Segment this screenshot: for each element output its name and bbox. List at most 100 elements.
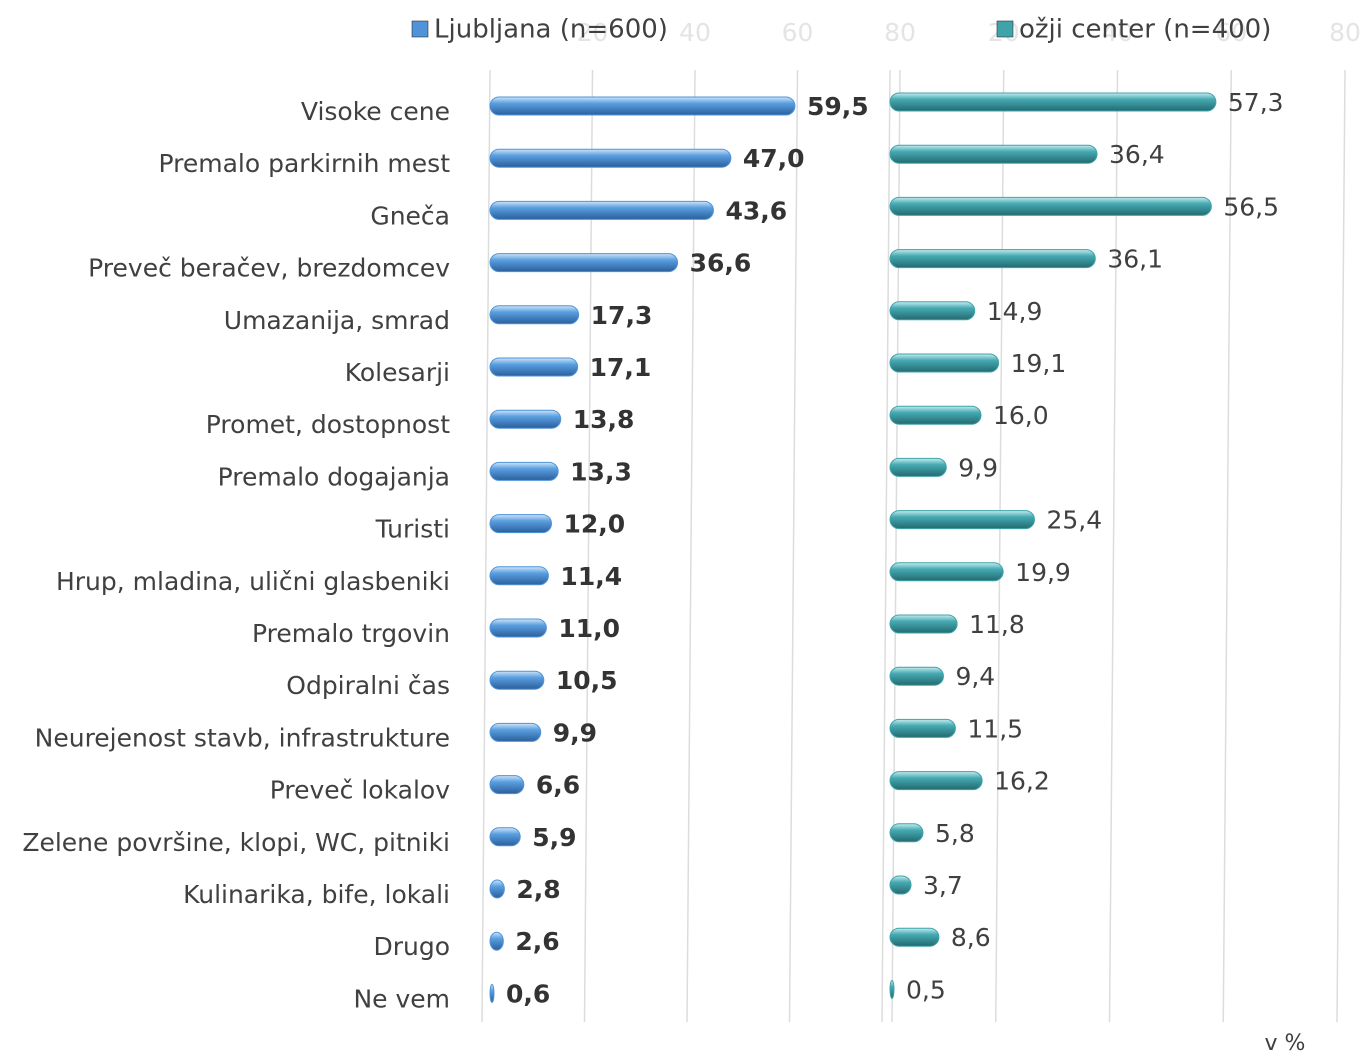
bar — [489, 566, 549, 586]
x-tick-label: 80 — [884, 18, 916, 47]
unit-note: v % — [1265, 1031, 1306, 1052]
legend-swatch — [411, 20, 429, 38]
bar — [489, 96, 796, 116]
category-label: Preveč lokalov — [270, 776, 450, 805]
category-label: Gneča — [370, 201, 450, 230]
category-label: Kulinarika, bife, lokali — [183, 880, 450, 909]
bar — [889, 771, 983, 791]
bar — [889, 562, 1004, 582]
bar — [889, 614, 958, 634]
value-label: 19,1 — [1011, 349, 1067, 378]
value-label: 16,2 — [994, 767, 1050, 796]
value-label: 9,4 — [955, 662, 995, 691]
value-label: 0,5 — [906, 975, 946, 1004]
category-label: Hrup, mladina, ulični glasbeniki — [56, 567, 450, 596]
grid-line — [583, 69, 594, 1023]
value-label: 36,4 — [1109, 140, 1165, 169]
category-label: Ne vem — [353, 984, 450, 1013]
value-label: 19,9 — [1015, 558, 1071, 587]
axis-line — [481, 69, 491, 1023]
category-label: Kolesarji — [345, 358, 450, 387]
value-label: 11,8 — [969, 610, 1025, 639]
value-label: 47,0 — [743, 144, 805, 173]
value-label: 2,6 — [515, 927, 559, 956]
x-tick-label: 20 — [577, 18, 609, 47]
value-label: 12,0 — [564, 510, 626, 539]
value-label: 8,6 — [951, 923, 991, 952]
bar — [889, 875, 912, 895]
bar — [889, 196, 1212, 216]
grid-line — [1336, 69, 1346, 1023]
bar — [489, 409, 562, 429]
bar — [489, 461, 559, 481]
value-label: 16,0 — [993, 401, 1049, 430]
bar — [889, 823, 924, 843]
value-label: 13,8 — [573, 405, 635, 434]
value-label: 25,4 — [1046, 506, 1102, 535]
value-label: 17,3 — [591, 301, 653, 330]
category-label: Turisti — [375, 515, 450, 544]
value-label: 6,6 — [536, 771, 580, 800]
value-label: 13,3 — [570, 457, 632, 486]
value-label: 5,9 — [532, 823, 576, 852]
bar — [489, 618, 547, 638]
grid-line — [686, 69, 696, 1023]
x-tick-label: 60 — [1215, 18, 1247, 47]
legend-label: ožji center (n=400) — [1019, 15, 1271, 45]
bar — [889, 353, 1000, 373]
grid-line — [1222, 69, 1232, 1023]
category-label: Drugo — [373, 932, 450, 961]
bar — [489, 775, 525, 795]
bar — [889, 666, 944, 686]
legend-swatch — [996, 20, 1014, 38]
value-label: 57,3 — [1228, 88, 1284, 117]
bar — [489, 879, 505, 899]
category-label: Promet, dostopnost — [206, 410, 450, 439]
value-label: 11,5 — [967, 714, 1023, 743]
bar — [489, 827, 521, 847]
value-label: 14,9 — [987, 297, 1043, 326]
grid-line — [891, 69, 901, 1023]
value-label: 10,5 — [556, 666, 618, 695]
value-label: 17,1 — [590, 353, 652, 382]
bar — [489, 200, 714, 220]
bar — [489, 305, 580, 325]
bar — [489, 514, 552, 534]
bar — [889, 979, 895, 999]
bar — [889, 301, 976, 321]
category-label: Premalo dogajanja — [218, 462, 450, 491]
x-tick-label: 40 — [1102, 18, 1134, 47]
bar — [489, 357, 579, 377]
bar — [489, 148, 732, 168]
axis-line — [881, 69, 891, 1023]
x-tick-label: 80 — [1329, 18, 1361, 47]
grid-line — [788, 69, 799, 1023]
bar — [489, 253, 679, 273]
bar — [889, 405, 982, 425]
bar — [489, 983, 495, 1003]
bar — [489, 670, 545, 690]
value-label: 3,7 — [923, 871, 963, 900]
bar — [489, 722, 542, 742]
value-label: 59,5 — [807, 92, 869, 121]
value-label: 0,6 — [506, 979, 550, 1008]
x-tick-label: 40 — [679, 18, 711, 47]
bar — [889, 927, 940, 947]
value-label: 9,9 — [553, 718, 597, 747]
category-label: Umazanija, smrad — [224, 306, 450, 335]
category-label: Premalo trgovin — [252, 619, 450, 648]
bar — [889, 457, 947, 477]
value-label: 11,0 — [558, 614, 620, 643]
legend-label: Ljubljana (n=600) — [434, 15, 668, 45]
category-label: Premalo parkirnih mest — [159, 149, 451, 178]
x-tick-label: 60 — [782, 18, 814, 47]
value-label: 36,6 — [690, 249, 752, 278]
grid-line — [995, 69, 1005, 1023]
value-label: 2,8 — [516, 875, 560, 904]
category-label: Zelene površine, klopi, WC, pitniki — [22, 828, 450, 857]
bar — [489, 931, 504, 951]
value-label: 56,5 — [1223, 192, 1279, 221]
value-label: 5,8 — [935, 819, 975, 848]
grid-line — [1108, 69, 1119, 1023]
